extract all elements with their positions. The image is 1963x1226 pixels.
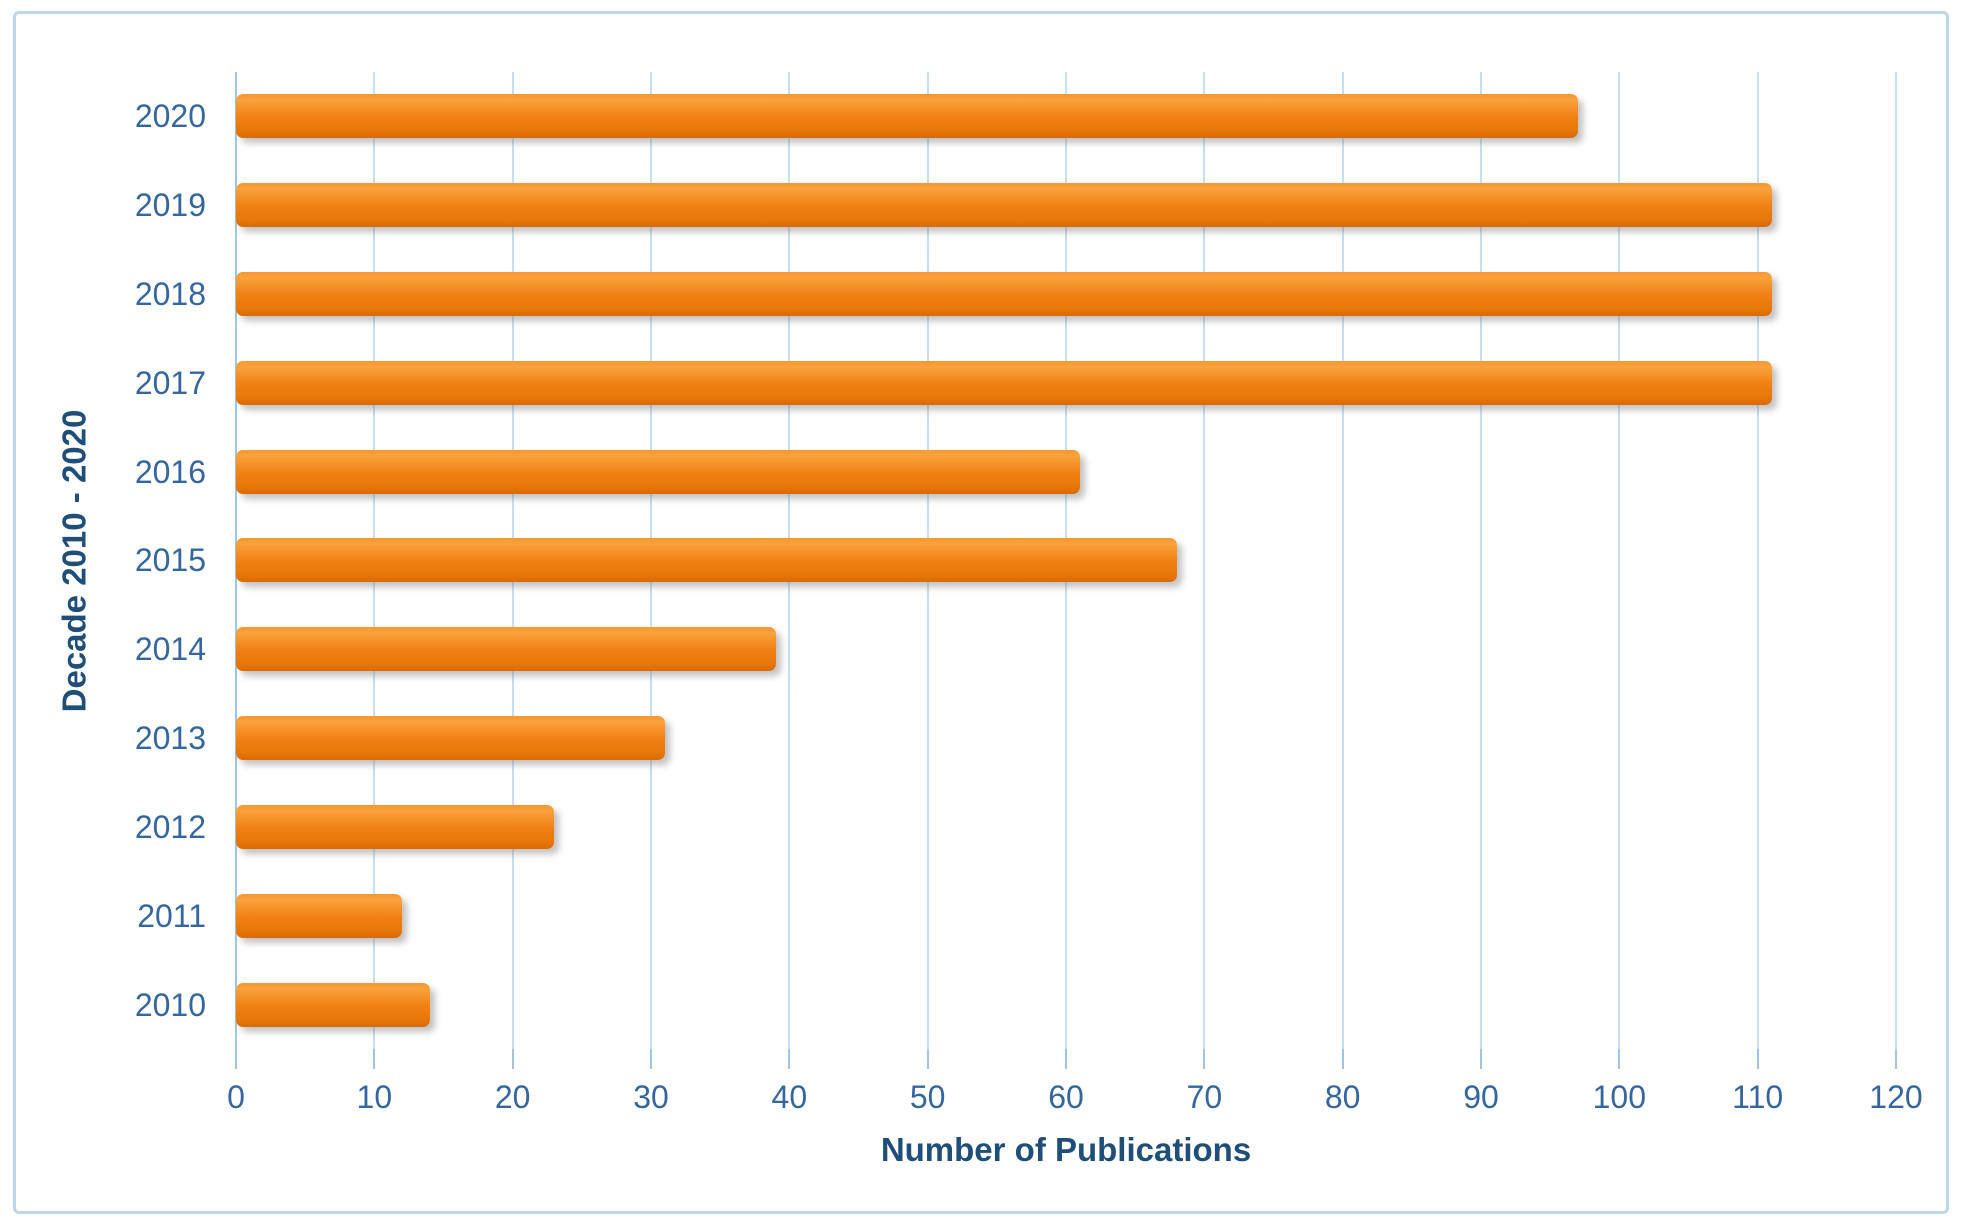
bar-2010 [236,982,430,1027]
x-tick-label-120: 120 [1869,1079,1923,1115]
bar-row-2016: 2016 [135,427,1896,516]
x-tick-label-30: 30 [633,1079,669,1115]
bar-2019 [236,183,1772,228]
axis-tick-10 [373,1049,376,1069]
axis-tick-20 [511,1049,514,1069]
y-tick-label-2015: 2015 [134,542,206,579]
chart-frame: Decade 2010 - 2020 2020 2019 2018 2017 2016 2… [13,11,1949,1214]
bar-2018 [236,272,1772,317]
x-tick-label-70: 70 [1186,1079,1223,1115]
y-tick-label-2017: 2017 [134,364,206,401]
bar-2020 [236,94,1578,139]
y-tick-label-2018: 2018 [134,276,206,313]
axis-tick-0 [235,1049,237,1069]
axis-tick-50 [926,1049,929,1069]
axis-tick-30 [650,1049,652,1069]
bar-row-2018: 2018 [135,250,1896,339]
x-tick-labels-container: 0 10 20 30 40 50 60 70 80 90 100 110 120 [227,1079,1923,1117]
y-tick-label-2010: 2010 [134,986,206,1023]
bar-row-2013: 2013 [135,694,1896,783]
gridline-100 [1618,72,1621,1049]
bar-row-2010: 2010 [135,960,1896,1049]
y-axis-title-text: Decade 2010 - 2020 [55,409,93,712]
y-tick-label-2013: 2013 [134,720,206,757]
plot-area: 2020 2019 2018 2017 2016 2015 2014 2013 2012 2011… [135,72,1923,1168]
x-tick-label-100: 100 [1592,1079,1647,1115]
gridline-120 [1895,72,1897,1049]
bar-2016 [236,449,1080,494]
bar-row-2015: 2015 [135,516,1896,605]
gridline-70 [1203,72,1206,1049]
axis-tick-80 [1341,1049,1344,1069]
x-tick-label-20: 20 [494,1079,531,1115]
x-axis-title: Number of Publications [880,1131,1252,1168]
bar-row-2019: 2019 [135,161,1896,250]
bar-2015 [236,538,1177,583]
bar-row-2014: 2014 [135,605,1896,694]
bar-2013 [236,716,665,761]
bar-rows-container: 2020 2019 2018 2017 2016 2015 2014 2013 2012 2011… [135,72,1896,1049]
x-tick-label-110: 110 [1732,1079,1784,1115]
axis-tick-90 [1480,1049,1482,1069]
x-tick-label-40: 40 [771,1079,808,1115]
bar-row-2020: 2020 [135,72,1896,161]
y-tick-label-2014: 2014 [134,631,206,668]
gridline-90 [1480,72,1482,1049]
bar-2017 [236,360,1772,405]
bar-row-2011: 2011 [137,871,1896,960]
axis-tick-120 [1895,1049,1897,1069]
axis-ticks-container [235,1049,1897,1069]
x-tick-label-90: 90 [1463,1079,1499,1115]
y-tick-label-2016: 2016 [134,453,206,490]
gridline-110 [1756,72,1759,1049]
x-tick-label-10: 10 [356,1079,393,1115]
y-axis-title: Decade 2010 - 2020 [44,72,104,1049]
axis-tick-40 [788,1049,791,1069]
gridline-80 [1341,72,1344,1049]
x-tick-label-0: 0 [227,1079,245,1115]
y-tick-label-2012: 2012 [134,808,206,845]
x-tick-label-60: 60 [1048,1079,1084,1115]
y-tick-label-2019: 2019 [134,187,206,224]
y-tick-label-2011: 2011 [137,897,206,934]
axis-tick-100 [1618,1049,1621,1069]
x-tick-label-80: 80 [1324,1079,1361,1115]
x-tick-label-50: 50 [909,1079,946,1115]
bar-row-2012: 2012 [135,783,1896,872]
axis-tick-60 [1065,1049,1067,1069]
bar-2014 [236,627,776,672]
axis-tick-70 [1203,1049,1206,1069]
bar-2012 [236,804,555,849]
y-tick-label-2020: 2020 [134,98,206,135]
bar-row-2017: 2017 [135,338,1896,427]
bar-2011 [236,893,402,938]
axis-tick-110 [1756,1049,1759,1069]
